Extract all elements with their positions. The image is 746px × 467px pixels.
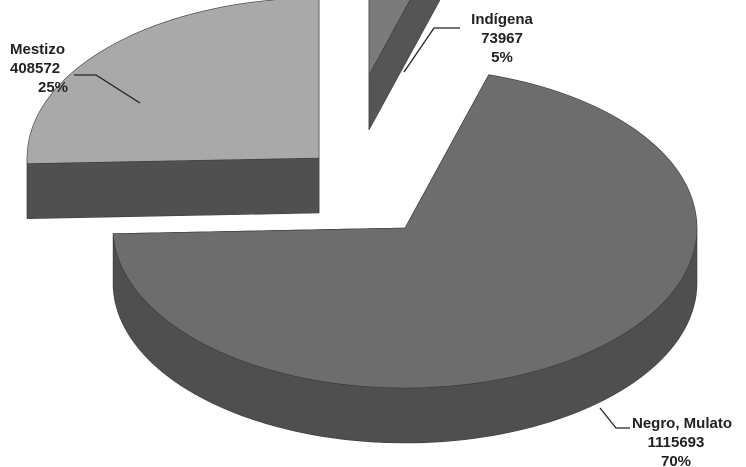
pie-slice-cut-face	[368, 0, 441, 131]
data-label-line: Mestizo	[10, 41, 65, 58]
pie-slice-ind-gena	[368, 0, 441, 131]
leader-line-negro-mulato	[599, 407, 630, 429]
leader-line-mestizo	[74, 74, 141, 104]
data-label-line: 408572	[10, 60, 60, 77]
data-label-line: 1115693	[648, 434, 705, 451]
data-label-line: 5%	[491, 49, 513, 66]
data-label-line: 73967	[481, 30, 523, 47]
pie-slice-mestizo	[26, 0, 320, 219]
data-label-line: 70%	[661, 453, 691, 467]
data-label-mestizo: Mestizo 408572 25%	[10, 41, 68, 96]
data-label-line: Negro, Mulato	[632, 415, 732, 432]
data-label-ind-gena: Indígena 73967 5%	[471, 11, 533, 66]
leader-line-ind-gena	[403, 27, 460, 73]
pie-slice-negro-mulato	[112, 74, 698, 444]
data-label-line: Indígena	[471, 11, 533, 28]
data-label-line: 25%	[38, 79, 68, 96]
pie-slice-cut-face	[26, 157, 320, 219]
data-label-negro-mulato: Negro, Mulato 1115693 70%	[632, 415, 732, 467]
pie-slice-top	[112, 74, 698, 389]
pie-slice-top	[26, 0, 320, 164]
pie-slice-top	[368, 0, 411, 76]
